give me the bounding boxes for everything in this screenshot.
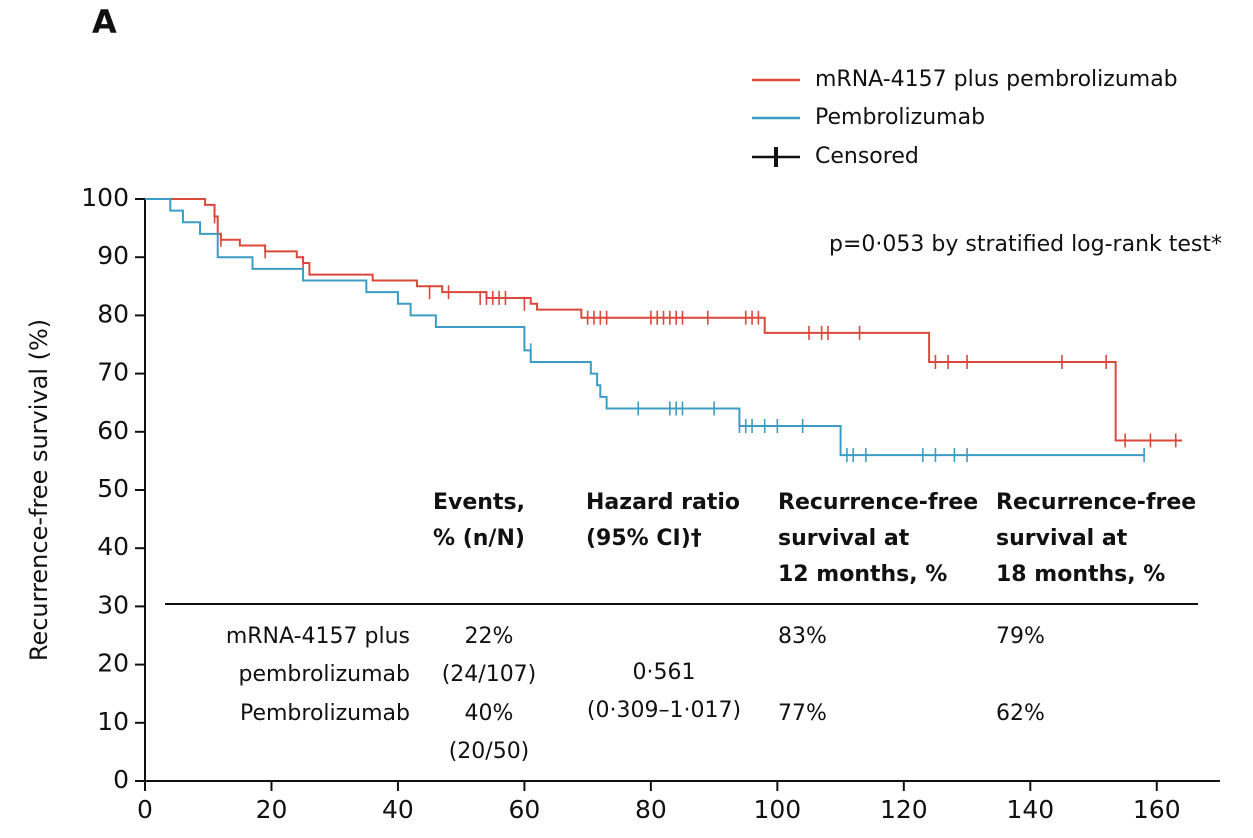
y-tick-label: 60 [97,416,129,445]
table-header: Hazard ratio [586,490,740,515]
table-header: Events, [433,490,525,515]
annotation: p=0·053 by stratified log-rank test* [829,232,1222,257]
table-header: survival at [778,526,910,551]
x-tick-label: 20 [256,795,288,824]
table-header: Recurrence-free [778,490,978,515]
y-tick-label: 50 [97,474,129,503]
x-tick-label: 120 [880,795,928,824]
y-tick-label: 20 [97,649,129,678]
x-tick-label: 40 [382,795,414,824]
table-header: Recurrence-free [996,490,1196,515]
x-tick-label: 100 [753,795,801,824]
y-tick-label: 70 [97,358,129,387]
x-tick-label: 160 [1133,795,1181,824]
y-tick-label: 0 [113,765,129,794]
y-tick-label: 10 [97,707,129,736]
legend-label: Pembrolizumab [815,105,985,130]
panel-label: A [92,3,117,41]
legend-censor-swatch [752,147,800,167]
table-header: (95% CI)† [586,526,702,551]
y-axis-label: Recurrence-free survival (%) [25,319,53,661]
rfs-12: 77% [778,701,827,726]
legend-label: Censored [815,144,919,169]
row-label: Pembrolizumab [240,701,410,726]
y-tick-label: 40 [97,532,129,561]
table-header: % (n/N) [433,526,525,551]
table-header: 18 months, % [996,562,1165,587]
legend-label: mRNA-4157 plus pembrolizumab [815,67,1178,92]
y-tick-label: 90 [97,241,129,270]
events: (24/107) [442,662,537,687]
y-tick-label: 100 [81,183,129,212]
row-label: pembrolizumab [238,662,410,687]
events: 22% [465,624,514,649]
y-tick-label: 80 [97,299,129,328]
rfs-12: 83% [778,624,827,649]
y-tick-label: 30 [97,590,129,619]
row-label: mRNA-4157 plus [226,624,410,649]
survival-curve [145,198,1145,457]
hazard-ratio: 0·561 [633,660,696,685]
x-tick-label: 140 [1006,795,1054,824]
rfs-18: 62% [996,701,1045,726]
hazard-ratio: (0·309–1·017) [587,698,741,723]
events: (20/50) [449,739,530,764]
table-header: survival at [996,526,1128,551]
x-tick-label: 80 [635,795,667,824]
survival-curve [145,198,1183,442]
events: 40% [465,701,514,726]
x-tick-label: 60 [509,795,541,824]
rfs-18: 79% [996,624,1045,649]
table-header: 12 months, % [778,562,947,587]
x-tick-label: 0 [137,795,153,824]
